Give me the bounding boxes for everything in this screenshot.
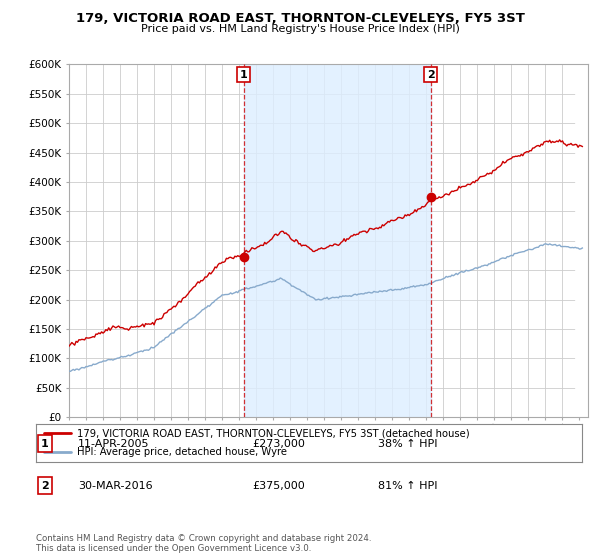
Text: 38% ↑ HPI: 38% ↑ HPI	[378, 438, 437, 449]
Bar	[575, 64, 588, 417]
Text: 81% ↑ HPI: 81% ↑ HPI	[378, 480, 437, 491]
Text: 179, VICTORIA ROAD EAST, THORNTON-CLEVELEYS, FY5 3ST: 179, VICTORIA ROAD EAST, THORNTON-CLEVEL…	[76, 12, 524, 25]
Text: 2: 2	[41, 480, 49, 491]
Text: £375,000: £375,000	[252, 480, 305, 491]
Text: HPI: Average price, detached house, Wyre: HPI: Average price, detached house, Wyre	[77, 447, 287, 458]
Text: 30-MAR-2016: 30-MAR-2016	[78, 480, 152, 491]
Text: Price paid vs. HM Land Registry's House Price Index (HPI): Price paid vs. HM Land Registry's House …	[140, 24, 460, 34]
Text: 11-APR-2005: 11-APR-2005	[78, 438, 149, 449]
Text: 2: 2	[427, 69, 434, 80]
Text: Contains HM Land Registry data © Crown copyright and database right 2024.
This d: Contains HM Land Registry data © Crown c…	[36, 534, 371, 553]
Text: £273,000: £273,000	[252, 438, 305, 449]
Text: 179, VICTORIA ROAD EAST, THORNTON-CLEVELEYS, FY5 3ST (detached house): 179, VICTORIA ROAD EAST, THORNTON-CLEVEL…	[77, 428, 470, 438]
Text: 1: 1	[41, 438, 49, 449]
Text: 1: 1	[240, 69, 248, 80]
Bar	[244, 64, 431, 417]
